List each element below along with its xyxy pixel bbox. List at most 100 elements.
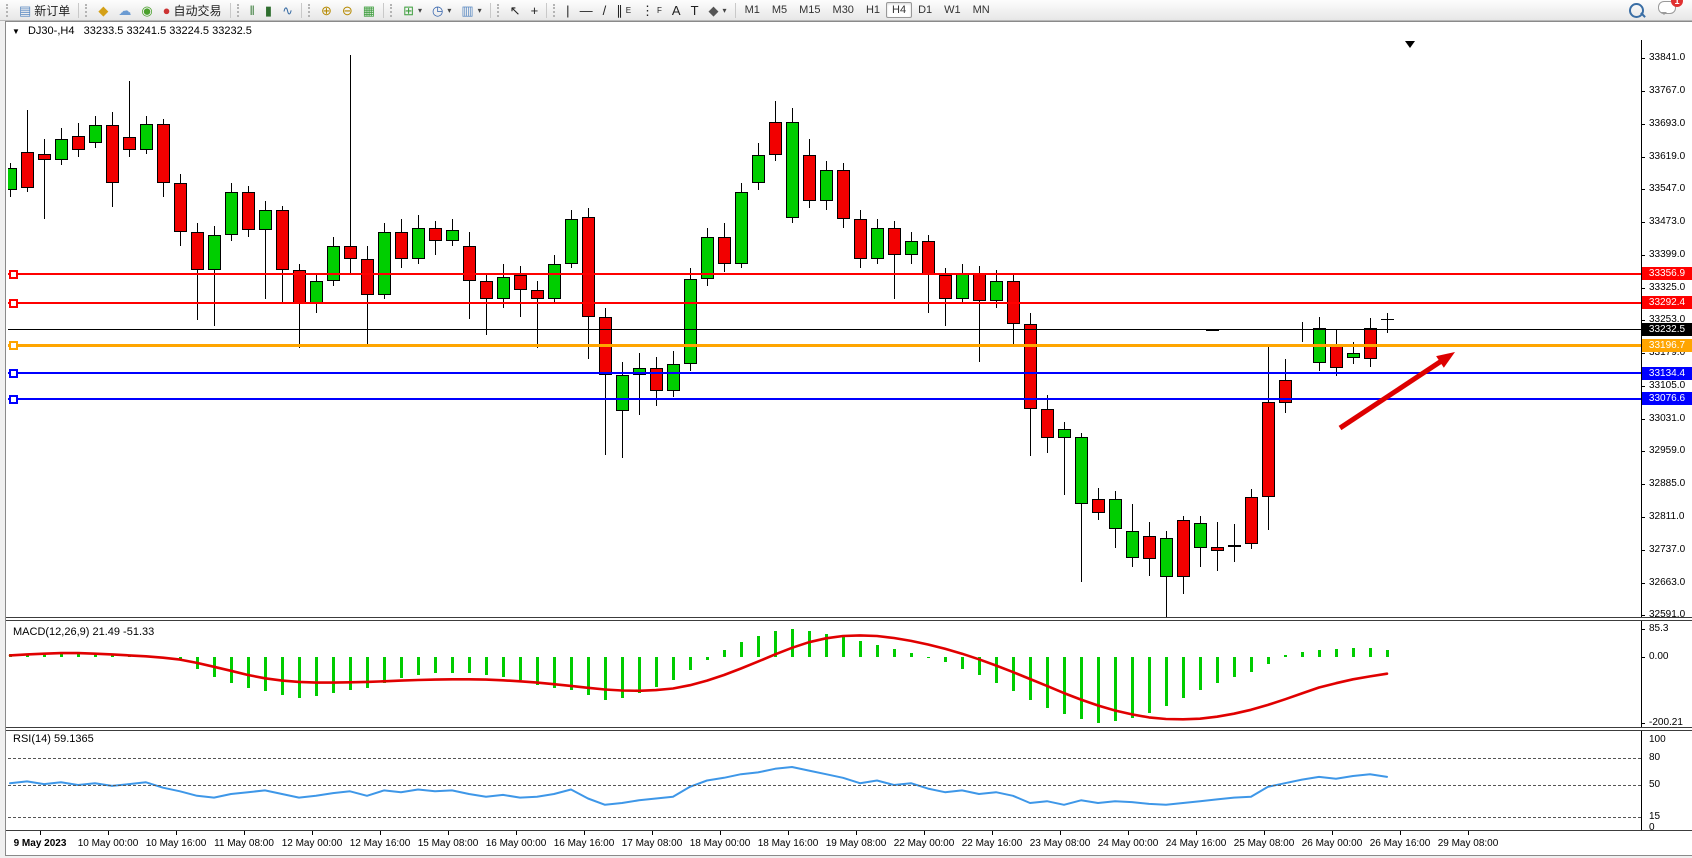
hline-anchor[interactable] — [9, 269, 18, 279]
macd-axis-tick — [1641, 657, 1645, 658]
time-axis-label: 19 May 08:00 — [825, 838, 887, 849]
toolbar-button-text[interactable]: A — [667, 1, 686, 20]
rsi-level-line — [8, 785, 1641, 786]
toolbar-button-channel[interactable]: ∥ E — [611, 1, 636, 20]
toolbar-button-new-order[interactable]: ▤ 新订单 — [14, 1, 75, 20]
macd-histogram-bar — [93, 655, 97, 657]
candle-bearish — [888, 227, 901, 255]
hline-support-2[interactable] — [8, 397, 1641, 400]
candle-bearish — [480, 281, 493, 300]
macd-histogram-bar — [450, 657, 454, 673]
toolbar-button-tile-windows[interactable]: ▦ — [358, 1, 380, 20]
toolbar-group-handle — [236, 3, 242, 17]
candle-wick — [604, 308, 606, 456]
toolbar-button-vline[interactable]: | — [561, 1, 574, 20]
macd-histogram-bar — [178, 657, 182, 661]
macd-histogram-bar — [8, 654, 12, 657]
price-axis-label: 33399.0 — [1649, 249, 1686, 261]
timeframe-button-M1[interactable]: M1 — [744, 4, 760, 16]
candle-bearish — [973, 272, 986, 302]
toolbar-button-indicators[interactable]: ⊞ ▾ — [398, 1, 427, 20]
toolbar-button-periods[interactable]: ◷ ▾ — [427, 1, 456, 20]
panel-separator[interactable] — [6, 617, 1692, 621]
macd-histogram-bar — [1300, 652, 1304, 657]
chevron-down-icon: ▾ — [447, 5, 452, 15]
toolbar-button-signal[interactable]: ◉ — [136, 1, 157, 20]
timeframe-button-M15[interactable]: M15 — [799, 4, 821, 16]
toolbar-group-handle — [6, 3, 11, 17]
candle-bearish — [38, 154, 51, 160]
line-chart-icon: ∿ — [282, 2, 293, 18]
timeframe-button-H4[interactable]: H4 — [886, 2, 913, 18]
candle-wick — [196, 223, 198, 321]
time-axis-tick — [1400, 831, 1401, 835]
candle-bullish — [990, 281, 1003, 302]
time-axis-tick — [652, 831, 653, 835]
time-axis-label: 24 May 00:00 — [1097, 838, 1159, 849]
hline-anchor[interactable] — [9, 394, 18, 404]
hline-anchor[interactable] — [9, 341, 18, 351]
candle-bullish — [786, 121, 799, 219]
toolbar-button-crosshair[interactable]: + — [526, 1, 544, 20]
chart-shift-triangle[interactable] — [1405, 41, 1415, 48]
hline-resistance-2[interactable] — [8, 301, 1641, 304]
toolbar-button-hline[interactable]: — — [575, 1, 598, 20]
candle-bullish — [1194, 523, 1207, 549]
time-axis-label: 16 May 16:00 — [553, 838, 615, 849]
toolbar-button-line-chart[interactable]: ∿ — [277, 1, 298, 20]
toolbar-button-arrows[interactable]: ◆ ▾ — [704, 1, 732, 20]
toolbar-button-cursor[interactable]: ↖ — [505, 1, 526, 20]
search-icon[interactable] — [1629, 2, 1644, 18]
toolbar-button-templates[interactable]: ▥ ▾ — [456, 1, 486, 20]
price-axis-tick — [1641, 255, 1645, 257]
candle-bearish — [1228, 544, 1241, 548]
toolbar-button-profiles-cloud[interactable]: ☁ — [113, 1, 136, 20]
candle-bearish — [361, 259, 374, 295]
macd-histogram-bar — [790, 629, 794, 657]
toolbar-button-candlestick-chart[interactable]: ▮ — [260, 1, 277, 20]
time-axis-tick — [1196, 831, 1197, 835]
price-axis-tick — [1641, 288, 1645, 290]
toolbar-button-label[interactable]: T — [686, 1, 704, 20]
candle-wick — [1386, 312, 1388, 333]
hline-anchor[interactable] — [9, 369, 18, 379]
chat-button[interactable]: 1 — [1658, 0, 1683, 19]
timeframe-button-D1[interactable]: D1 — [918, 4, 933, 16]
hline-pivot-orange[interactable] — [8, 343, 1641, 347]
candle-bullish — [1058, 429, 1071, 438]
hline-bid-line[interactable] — [8, 328, 1641, 330]
candle-wick — [1301, 321, 1303, 342]
toolbar-button-fibonacci[interactable]: ⋮ F — [636, 1, 667, 20]
toolbar-button-zoom-in[interactable]: ⊕ — [316, 1, 337, 20]
timeframe-button-H1[interactable]: H1 — [865, 4, 880, 16]
timeframe-button-MN[interactable]: MN — [972, 4, 990, 16]
toolbar-button-zoom-out[interactable]: ⊖ — [337, 1, 358, 20]
panel-separator[interactable] — [6, 727, 1692, 731]
timeframe-button-M5[interactable]: M5 — [771, 4, 788, 16]
channel-icon: ∥ — [616, 2, 623, 18]
price-axis-label: 33841.0 — [1649, 52, 1686, 63]
hline-support-1[interactable] — [8, 372, 1641, 375]
macd-histogram-bar — [297, 657, 301, 698]
candle-bearish — [174, 183, 187, 233]
time-axis-tick — [40, 831, 41, 835]
hline-resistance-1[interactable] — [8, 272, 1641, 275]
fibonacci-icon-sub: F — [657, 5, 662, 15]
bar-chart-icon: ǁ — [249, 2, 255, 18]
chart-menu-triangle-icon[interactable]: ▼ — [12, 27, 20, 36]
macd-panel[interactable] — [8, 622, 1641, 727]
time-axis-tick — [108, 831, 109, 835]
price-chart[interactable] — [8, 40, 1641, 618]
timeframe-button-W1[interactable]: W1 — [944, 4, 961, 16]
time-axis-label: 10 May 16:00 — [145, 838, 207, 849]
candle-wick — [298, 263, 300, 349]
timeframe-button-M30[interactable]: M30 — [832, 4, 854, 16]
rsi-panel[interactable] — [8, 732, 1641, 830]
hline-anchor[interactable] — [9, 298, 18, 308]
macd-histogram-bar — [773, 630, 777, 657]
toolbar-button-trendline[interactable]: / — [598, 1, 612, 20]
toolbar-button-autotrade[interactable]: ● 自动交易 — [158, 1, 227, 20]
macd-histogram-bar — [42, 653, 46, 657]
toolbar-button-bar-chart[interactable]: ǁ — [245, 1, 260, 20]
toolbar-button-chart-cube[interactable]: ◆ — [93, 1, 113, 20]
